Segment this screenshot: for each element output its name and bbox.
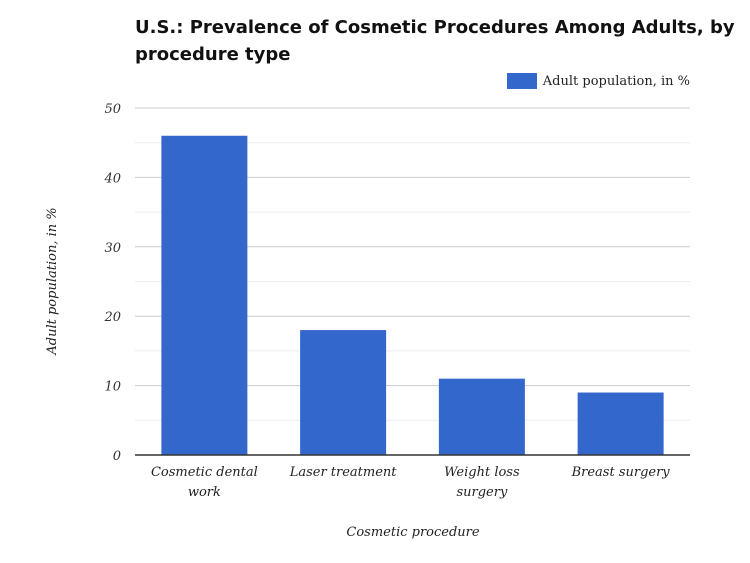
bar xyxy=(300,330,387,455)
y-tick-label: 0 xyxy=(113,449,121,464)
legend: Adult population, in % xyxy=(506,73,690,89)
chart-title: U.S.: Prevalence of Cosmetic Procedures … xyxy=(135,17,735,65)
y-tick-label: 40 xyxy=(103,171,121,186)
x-tick-label: work xyxy=(188,485,221,500)
y-tick-label: 20 xyxy=(103,310,121,325)
bar xyxy=(438,378,525,455)
bar xyxy=(161,135,248,455)
legend-label: Adult population, in % xyxy=(542,73,690,89)
x-tick-label: Breast surgery xyxy=(571,465,671,480)
y-tick-label: 50 xyxy=(104,102,121,117)
bar xyxy=(577,392,664,455)
legend-swatch xyxy=(506,73,537,89)
x-tick-label: Weight loss xyxy=(444,465,520,480)
x-axis-title: Cosmetic procedure xyxy=(346,525,480,540)
x-tick-label: surgery xyxy=(456,485,507,500)
x-tick-label: Laser treatment xyxy=(289,465,398,480)
y-tick-label: 10 xyxy=(104,380,121,395)
y-tick-label: 30 xyxy=(104,241,121,256)
x-tick-label: Cosmetic dental xyxy=(151,465,258,480)
y-axis-title: Adult population, in % xyxy=(45,207,60,355)
